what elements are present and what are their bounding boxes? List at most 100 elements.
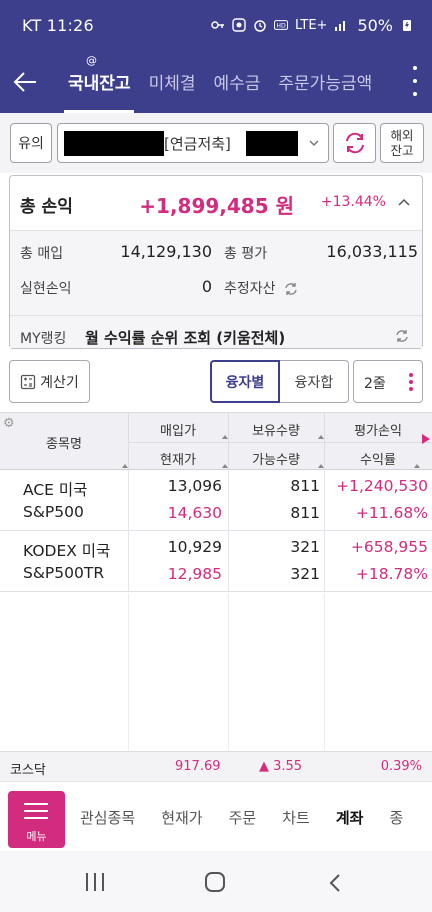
summary-panel: 총 손익 +1,899,485 원 +13.44% 총 매입 14,129,13… [9,175,423,349]
stock-name[interactable]: ACE 미국S&P500 [23,481,88,521]
row-mode-label: 2줄 [364,376,386,392]
refresh-small-icon[interactable] [394,328,410,344]
key-icon [211,21,224,29]
header-buy-price[interactable]: 매입가 [160,424,196,439]
overseas-balance-button[interactable]: 해외 잔고 [380,123,424,163]
header-stock-name[interactable]: 종목명 [46,437,82,452]
scroll-right-icon[interactable] [422,434,430,444]
header-avail-qty[interactable]: 가능수량 [252,453,300,468]
account-select[interactable]: [연금저축] [57,123,329,163]
svg-text:HD: HD [276,23,286,30]
tab-domestic-balance[interactable]: 국내잔고 [50,50,140,113]
by-loan-button[interactable]: 융자별 [210,360,280,403]
system-nav-bar [0,851,432,912]
tab-orderable-amount[interactable]: 주문가능금액 [278,74,373,94]
sort-icon [122,464,128,468]
row-mode-button[interactable]: 2줄 [353,360,423,403]
refresh-small-icon[interactable] [283,281,299,297]
holdings-table: ⚙ 종목명 매입가 현재가 보유수량 가능수량 평가손익 수익률 ACE 미국S… [0,412,432,592]
current-price: 12,985 [167,565,222,583]
nav-chart[interactable]: 차트 [282,808,310,827]
bottom-menu: 메뉴 관심종목 현재가 주문 차트 계좌 종 [0,781,432,851]
loan-sum-button[interactable]: 융자합 [280,360,349,403]
index-ticker[interactable]: 코스닥 917.69 ▲ 3.55 0.39% [0,751,432,781]
index-name: 코스닥 [10,763,46,778]
recent-apps-icon[interactable] [86,873,104,891]
avail-qty: 811 [290,504,320,522]
hamburger-icon [24,803,48,819]
at-mark: @ [86,54,97,67]
chevron-up-icon[interactable] [397,197,411,207]
status-bar: KT 11:26 HD LTE+ 50% [0,0,432,50]
calculator-button[interactable]: 계산기 [9,360,90,403]
account-name-redacted [246,131,298,156]
sort-icon [222,464,228,468]
summary-divider [10,315,422,316]
toolbar: 계산기 융자별 융자합 2줄 [0,358,432,406]
buy-price: 10,929 [167,538,222,556]
stock-name[interactable]: KODEX 미국S&P500TR [23,542,111,582]
refresh-button[interactable] [333,123,376,163]
loan-view-toggle: 융자별 융자합 [210,360,349,403]
nav-account[interactable]: 계좌 [335,808,364,827]
nav-order[interactable]: 주문 [228,808,257,827]
summary-header[interactable]: 총 손익 +1,899,485 원 +13.44% [10,176,422,230]
alarm-icon [254,20,266,32]
total-eval-value: 16,033,115 [326,242,418,261]
battery-label: 50% [357,15,393,35]
tab-unfilled[interactable]: 미체결 [148,74,196,94]
my-ranking-label: MY랭킹 [20,331,67,347]
refresh-icon [345,132,364,154]
account-row: 유의 [연금저축] 해외 잔고 [0,113,432,173]
caution-button[interactable]: 유의 [10,123,52,163]
hold-qty: 811 [290,477,320,495]
realized-pl-label: 실현손익 [20,281,72,297]
menu-button[interactable]: 메뉴 [8,791,65,848]
battery-charging-icon [403,20,411,31]
sort-icon [318,435,324,439]
header-current-price[interactable]: 현재가 [160,453,196,468]
more-menu-button[interactable] [408,66,422,96]
total-eval-label: 총 평가 [224,246,268,262]
sort-icon [318,464,324,468]
header-hold-qty[interactable]: 보유수량 [252,424,300,439]
table-header: ⚙ 종목명 매입가 현재가 보유수량 가능수량 평가손익 수익률 [0,412,432,471]
calculator-label: 계산기 [40,374,79,391]
signal-icon [335,21,346,31]
eval-pl: +658,955 [350,538,428,556]
total-pl-pct: +13.44% [320,194,386,210]
tab-deposit[interactable]: 예수금 [213,74,261,94]
chevron-down-icon [309,140,319,147]
calculator-icon [21,374,36,389]
total-buy-label: 총 매입 [20,246,64,262]
estimated-assets-label: 추정자산 [224,281,276,297]
network-label: LTE+ [294,17,328,33]
header-return-rate[interactable]: 수익률 [360,453,396,468]
gear-icon[interactable]: ⚙ [3,416,15,431]
table-row[interactable]: ACE 미국S&P500 13,096 14,630 811 811 +1,24… [0,470,432,531]
home-icon[interactable] [205,872,225,892]
header-eval-pl[interactable]: 평가손익 [354,424,402,439]
account-number-redacted [64,131,164,156]
account-type-label: [연금저축] [164,135,231,153]
back-button[interactable] [0,50,50,113]
nav-current-price[interactable]: 현재가 [161,808,203,827]
nav-more[interactable]: 종 [389,808,404,827]
app-header: 국내잔고 미체결 예수금 주문가능금액 @ [0,50,432,113]
sort-icon [222,435,228,439]
return-rate: +18.78% [355,565,428,583]
total-buy-value: 14,129,130 [120,242,212,261]
avail-qty: 321 [290,565,320,583]
total-pl-label: 총 손익 [20,197,73,217]
eval-pl: +1,240,530 [336,477,428,495]
summary-details: 총 매입 14,129,130 총 평가 16,033,115 실현손익 0 추… [10,230,422,348]
nav-watchlist[interactable]: 관심종목 [80,808,136,827]
back-arrow-icon [13,71,36,92]
table-row[interactable]: KODEX 미국S&P500TR 10,929 12,985 321 321 +… [0,531,432,592]
monthly-ranking-link[interactable]: 월 수익률 순위 조회 (키움전체) [85,329,286,347]
index-change: ▲ 3.55 [259,759,303,774]
buy-price: 13,096 [167,477,222,495]
current-price: 14,630 [167,504,222,522]
total-pl-amount: +1,899,485 원 [139,194,294,218]
back-chevron-icon[interactable] [328,873,342,893]
